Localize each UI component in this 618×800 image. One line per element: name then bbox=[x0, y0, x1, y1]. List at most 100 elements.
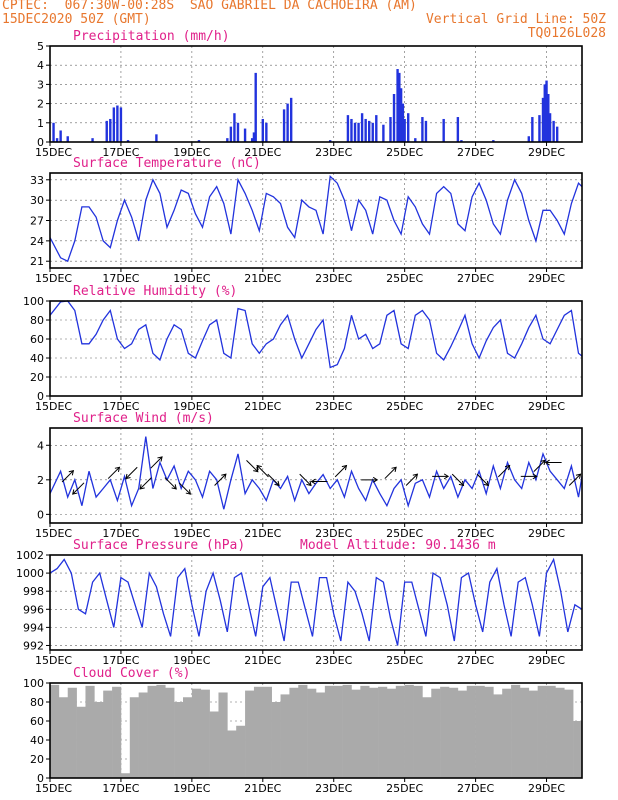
precip-bar bbox=[403, 118, 406, 142]
x-tick-label: 25DEC bbox=[386, 400, 423, 413]
x-tick-label: 19DEC bbox=[173, 146, 210, 159]
y-tick-label: 24 bbox=[30, 235, 44, 248]
panel-5: 992 994 996 998 1000 1002 15DEC 17DEC 19DEC 21DEC… bbox=[16, 538, 583, 667]
y-tick-label: 2 bbox=[37, 474, 44, 487]
precip-bar bbox=[236, 122, 240, 142]
wind-arrow bbox=[299, 473, 312, 487]
precip-bar bbox=[282, 109, 286, 142]
wind-arrow-shaft bbox=[405, 473, 418, 486]
cloud-bar bbox=[324, 685, 335, 778]
wind-arrow-head bbox=[171, 484, 177, 490]
wind-arrow bbox=[107, 466, 121, 479]
y-tick-label: 4 bbox=[37, 59, 44, 72]
cloud-bar bbox=[120, 773, 131, 778]
x-tick-label: 19DEC bbox=[173, 400, 210, 413]
wind-arrow-head bbox=[412, 473, 419, 479]
x-tick-label: 15DEC bbox=[35, 782, 72, 795]
cloud-bar bbox=[528, 690, 538, 778]
cloud-bar bbox=[493, 694, 503, 778]
wind-arrow-shaft bbox=[125, 466, 138, 479]
precip-bar bbox=[265, 122, 268, 142]
cloud-bar bbox=[112, 686, 122, 778]
wind-arrow-shaft bbox=[178, 482, 191, 495]
cloud-bar bbox=[316, 692, 326, 778]
wind-arrow bbox=[476, 473, 490, 487]
precip-bar bbox=[261, 118, 264, 142]
precip-bar bbox=[59, 130, 62, 142]
cloud-bar bbox=[511, 684, 521, 778]
precip-bar bbox=[552, 120, 555, 142]
x-tick-label: 27DEC bbox=[457, 146, 494, 159]
panel-4: 0 2 4 15DEC 17DEC 19DEC 21DEC 23DEC 25DEC 27DEC 29… bbox=[35, 411, 583, 540]
precip-bar bbox=[91, 138, 94, 142]
precip-bar bbox=[389, 117, 392, 142]
y-tick-label: 21 bbox=[30, 255, 44, 268]
x-tick-label: 25DEC bbox=[386, 527, 423, 540]
wind-arrow-shaft bbox=[150, 456, 163, 469]
panel-title: Surface Temperature (nC) bbox=[73, 156, 261, 171]
y-tick-label: 60 bbox=[30, 333, 44, 346]
precip-bar bbox=[243, 128, 247, 142]
cloud-bar bbox=[342, 684, 352, 778]
panel-frame bbox=[49, 554, 583, 651]
wind-arrow-shaft bbox=[61, 470, 74, 483]
precip-bar bbox=[52, 122, 55, 142]
x-tick-label: 21DEC bbox=[244, 782, 281, 795]
y-tick-label: 0 bbox=[37, 508, 44, 521]
precip-bar bbox=[538, 115, 541, 142]
wind-arrow-head bbox=[139, 484, 145, 490]
cloud-bar bbox=[174, 702, 184, 778]
precip-bar bbox=[286, 103, 289, 142]
y-tick-label: 27 bbox=[30, 215, 44, 228]
x-tick-label: 17DEC bbox=[102, 527, 139, 540]
precip-bar bbox=[353, 122, 357, 142]
panel-title: Cloud Cover (%) bbox=[73, 666, 190, 681]
wind-arrow-head bbox=[540, 459, 546, 466]
precip-bar bbox=[421, 117, 424, 142]
wind-arrow-head bbox=[544, 459, 550, 466]
precip-bar bbox=[109, 118, 112, 142]
precip-bar bbox=[368, 120, 371, 142]
cloud-bar bbox=[183, 697, 193, 778]
y-tick-label: 992 bbox=[23, 639, 44, 652]
wind-arrow-head bbox=[256, 464, 262, 471]
wind-arrow bbox=[405, 473, 419, 486]
cloud-bar bbox=[449, 687, 459, 778]
precip-bar bbox=[116, 105, 119, 142]
x-tick-label: 17DEC bbox=[102, 400, 139, 413]
wind-arrow-head bbox=[310, 478, 316, 485]
series-line bbox=[49, 436, 583, 510]
cloud-bar bbox=[386, 688, 397, 778]
panel-frame bbox=[49, 45, 583, 143]
x-tick-label: 15DEC bbox=[35, 527, 72, 540]
cloud-bar bbox=[307, 688, 317, 778]
cloud-bar bbox=[227, 730, 237, 778]
precip-bar bbox=[66, 136, 69, 142]
x-tick-label: 23DEC bbox=[315, 654, 352, 667]
cloud-bar bbox=[67, 687, 77, 778]
x-tick-label: 21DEC bbox=[244, 527, 281, 540]
x-tick-label: 27DEC bbox=[457, 527, 494, 540]
panel-6: 0 20 40 60 80 100 15DEC 17DEC 19DEC 21DEC 23DEC 25D… bbox=[23, 666, 583, 795]
y-tick-label: 0 bbox=[37, 136, 44, 149]
wind-arrow-head bbox=[72, 489, 78, 495]
wind-arrow-shaft bbox=[164, 477, 177, 490]
series-line bbox=[49, 557, 583, 646]
y-tick-label: 100 bbox=[23, 295, 44, 308]
cloud-bar bbox=[218, 692, 228, 778]
wind-arrow bbox=[497, 464, 511, 478]
x-tick-label: 23DEC bbox=[315, 146, 352, 159]
x-tick-label: 15DEC bbox=[35, 146, 72, 159]
x-tick-label: 21DEC bbox=[244, 146, 281, 159]
precip-bar bbox=[531, 117, 534, 142]
x-tick-label: 17DEC bbox=[102, 272, 139, 285]
x-tick-label: 27DEC bbox=[457, 654, 494, 667]
precip-bar bbox=[527, 136, 530, 142]
y-tick-label: 80 bbox=[30, 314, 44, 327]
precip-bar bbox=[492, 140, 495, 142]
y-tick-label: 0 bbox=[37, 772, 44, 785]
wind-arrow-shaft bbox=[299, 473, 312, 486]
x-tick-label: 25DEC bbox=[386, 272, 423, 285]
precip-bar bbox=[442, 118, 445, 142]
cloud-bar bbox=[484, 686, 494, 778]
